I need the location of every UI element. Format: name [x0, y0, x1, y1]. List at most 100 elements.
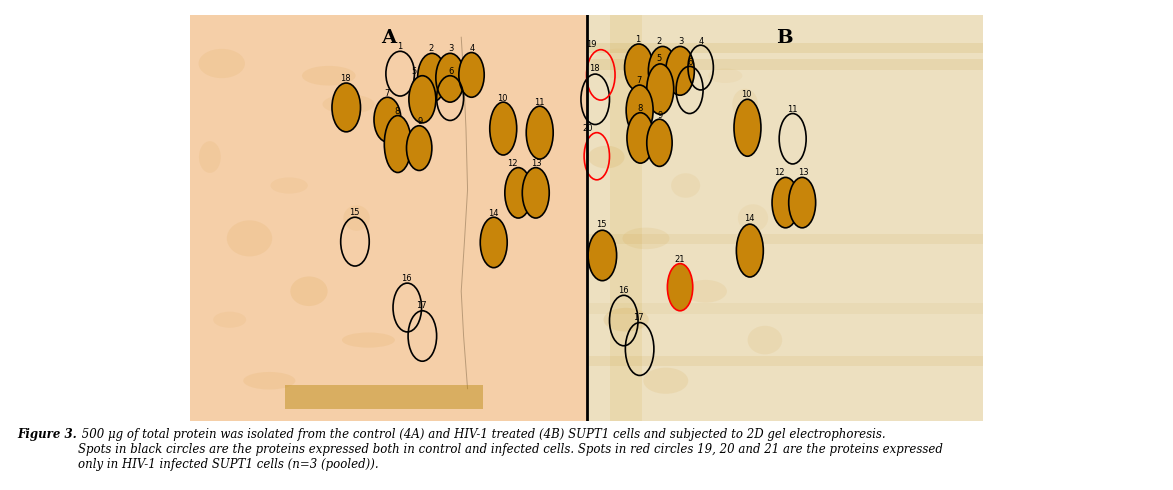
Text: 15: 15 [596, 220, 606, 229]
Text: 2: 2 [656, 37, 662, 46]
Ellipse shape [646, 119, 672, 167]
Ellipse shape [374, 97, 401, 142]
Text: 10: 10 [741, 90, 752, 99]
Ellipse shape [440, 59, 461, 96]
Ellipse shape [301, 66, 355, 86]
Ellipse shape [493, 109, 514, 148]
Text: A: A [381, 29, 395, 47]
Text: 6: 6 [448, 67, 454, 76]
Ellipse shape [344, 205, 369, 231]
Ellipse shape [792, 184, 812, 221]
Ellipse shape [332, 83, 360, 132]
Text: 10: 10 [497, 94, 508, 102]
Ellipse shape [243, 372, 296, 390]
Text: 16: 16 [401, 274, 412, 283]
Ellipse shape [418, 53, 446, 102]
Ellipse shape [671, 270, 690, 305]
Ellipse shape [732, 89, 758, 120]
Ellipse shape [436, 53, 465, 102]
Ellipse shape [421, 59, 442, 96]
Ellipse shape [591, 237, 613, 274]
Text: 12: 12 [507, 159, 517, 168]
Ellipse shape [671, 173, 700, 198]
Bar [586, 59, 983, 70]
Text: 13: 13 [531, 159, 542, 168]
Text: 18: 18 [589, 64, 599, 74]
Ellipse shape [684, 280, 727, 303]
Ellipse shape [775, 184, 795, 221]
Bar [586, 15, 983, 421]
Text: 3: 3 [448, 44, 454, 52]
Text: 6: 6 [687, 58, 693, 67]
Text: 1: 1 [396, 42, 402, 50]
Ellipse shape [624, 44, 653, 91]
Text: 3: 3 [678, 37, 684, 46]
Text: 5: 5 [657, 54, 662, 63]
Bar [586, 43, 983, 53]
Ellipse shape [483, 223, 504, 261]
Ellipse shape [335, 89, 357, 126]
Ellipse shape [462, 58, 481, 92]
Ellipse shape [526, 174, 545, 212]
Ellipse shape [385, 116, 412, 172]
Ellipse shape [522, 168, 549, 218]
Ellipse shape [738, 204, 768, 232]
Ellipse shape [527, 106, 554, 159]
Ellipse shape [323, 95, 374, 114]
Ellipse shape [626, 113, 653, 163]
Text: 1: 1 [636, 35, 640, 44]
Ellipse shape [226, 220, 272, 256]
Bar [610, 15, 642, 421]
Text: 4: 4 [699, 37, 704, 46]
Ellipse shape [198, 49, 245, 78]
Bar [586, 303, 983, 314]
Ellipse shape [490, 102, 517, 155]
Text: Figure 3.: Figure 3. [18, 428, 77, 441]
Ellipse shape [740, 231, 760, 270]
Bar [586, 234, 983, 245]
Ellipse shape [667, 264, 693, 311]
Ellipse shape [650, 125, 669, 161]
Text: 4: 4 [469, 44, 475, 53]
Text: 11: 11 [534, 98, 544, 107]
Text: 13: 13 [798, 168, 808, 176]
Bar [586, 356, 983, 367]
Ellipse shape [271, 177, 307, 194]
Ellipse shape [670, 52, 691, 89]
Ellipse shape [409, 131, 428, 165]
Ellipse shape [459, 52, 484, 97]
Ellipse shape [747, 326, 782, 354]
Text: 14: 14 [744, 214, 754, 223]
Text: 500 μg of total protein was isolated from the control (4A) and HIV-1 treated (4B: 500 μg of total protein was isolated fro… [79, 428, 943, 471]
Text: 21: 21 [674, 255, 685, 264]
Ellipse shape [788, 177, 815, 228]
Ellipse shape [643, 368, 689, 394]
Ellipse shape [387, 122, 408, 166]
Ellipse shape [409, 76, 436, 123]
Bar [285, 385, 483, 409]
Text: 19: 19 [586, 40, 597, 49]
Ellipse shape [628, 50, 650, 85]
Text: 5: 5 [412, 67, 418, 76]
Ellipse shape [626, 85, 653, 136]
Text: 9: 9 [418, 117, 422, 126]
Text: 11: 11 [787, 105, 798, 114]
Ellipse shape [604, 308, 649, 332]
Text: 8: 8 [637, 104, 643, 113]
Ellipse shape [650, 70, 670, 108]
Ellipse shape [199, 141, 221, 173]
Ellipse shape [588, 146, 624, 169]
Text: B: B [777, 29, 793, 47]
Ellipse shape [734, 99, 761, 156]
Ellipse shape [646, 64, 673, 114]
Ellipse shape [291, 276, 327, 306]
Ellipse shape [378, 103, 398, 136]
Ellipse shape [666, 47, 694, 95]
Text: 16: 16 [618, 286, 629, 294]
Ellipse shape [738, 106, 758, 149]
Ellipse shape [588, 230, 617, 281]
Ellipse shape [504, 168, 531, 218]
Ellipse shape [630, 119, 651, 157]
Text: 7: 7 [636, 76, 642, 85]
Ellipse shape [649, 47, 677, 95]
